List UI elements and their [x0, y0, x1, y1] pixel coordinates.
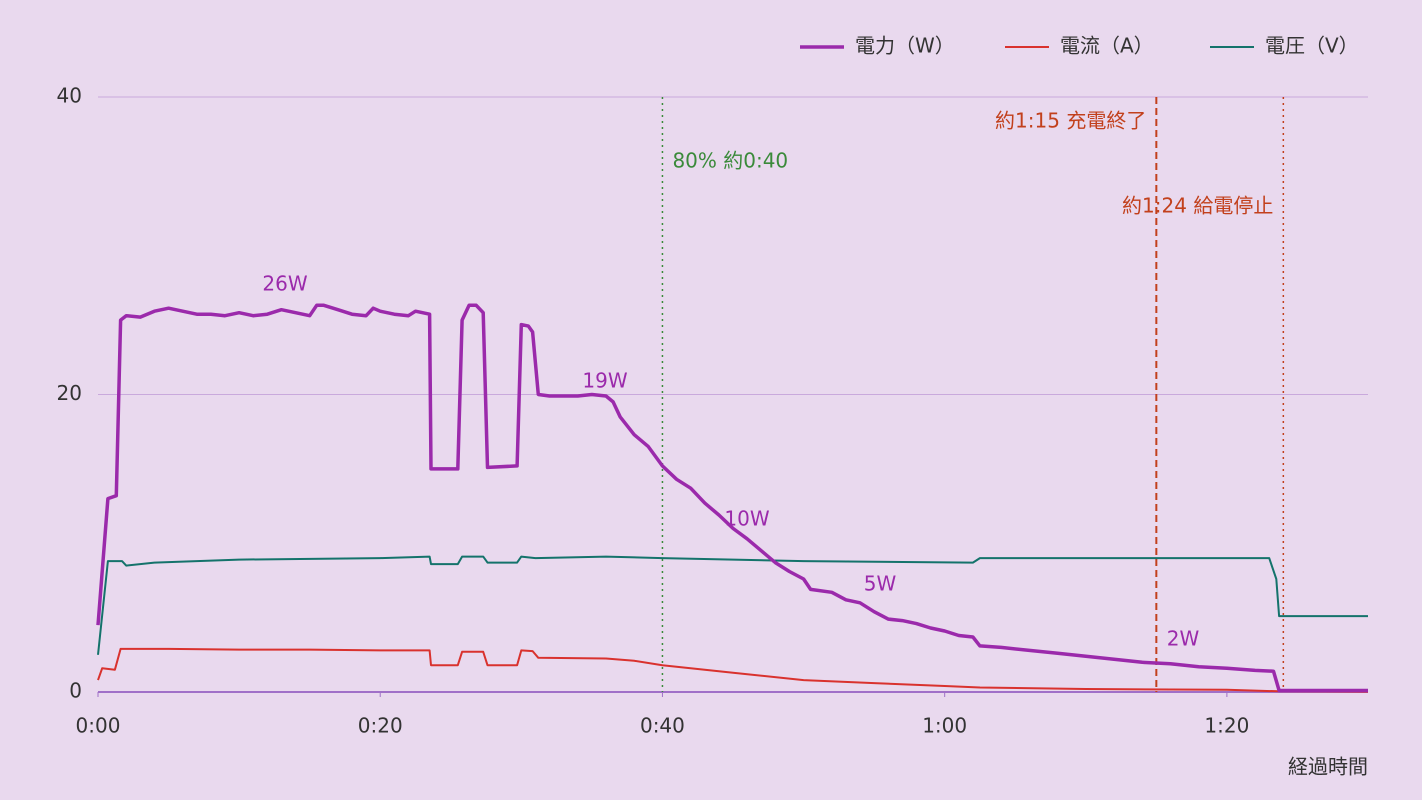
x-tick-label: 1:00: [922, 714, 967, 738]
value-annotation: 5W: [864, 572, 897, 596]
value-annotation: 19W: [582, 369, 627, 393]
x-tick-label: 0:00: [76, 714, 121, 738]
x-axis-title: 経過時間: [1288, 755, 1368, 779]
y-tick-label: 0: [69, 679, 82, 703]
y-tick-label: 40: [57, 84, 82, 108]
x-tick-label: 0:40: [640, 714, 685, 738]
legend-label: 電圧（V）: [1265, 34, 1359, 58]
x-tick-label: 1:20: [1204, 714, 1249, 738]
series-line: [96, 303, 1368, 693]
value-annotation: 26W: [262, 272, 307, 296]
series-line: [97, 555, 1368, 655]
legend-label: 電力（W）: [855, 34, 955, 58]
reference-label: 約1:24 給電停止: [1122, 194, 1273, 218]
value-annotation: 10W: [724, 507, 769, 531]
series-line: [97, 647, 1369, 693]
reference-label: 約1:15 充電終了: [995, 109, 1146, 133]
y-tick-label: 20: [57, 381, 82, 405]
value-annotation: 2W: [1167, 627, 1200, 651]
reference-label: 80% 約0:40: [672, 149, 788, 173]
legend-label: 電流（A）: [1060, 34, 1154, 58]
x-tick-label: 0:20: [358, 714, 403, 738]
